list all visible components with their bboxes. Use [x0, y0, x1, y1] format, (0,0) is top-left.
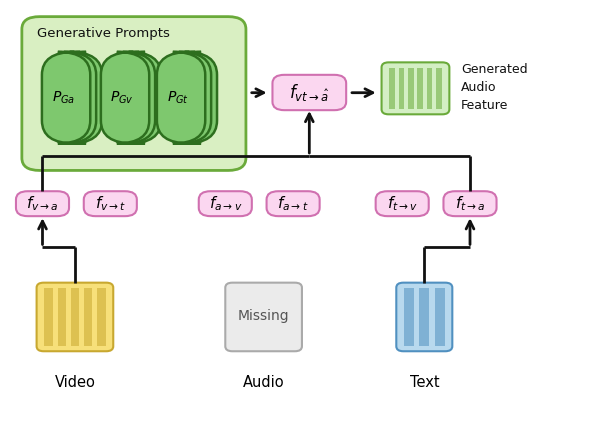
- FancyBboxPatch shape: [273, 75, 346, 110]
- FancyBboxPatch shape: [84, 191, 137, 216]
- FancyBboxPatch shape: [112, 52, 161, 143]
- Text: $P_{Gt}$: $P_{Gt}$: [167, 89, 189, 106]
- Bar: [417, 68, 423, 109]
- FancyBboxPatch shape: [107, 52, 155, 143]
- FancyBboxPatch shape: [22, 17, 246, 170]
- FancyBboxPatch shape: [54, 52, 102, 143]
- FancyBboxPatch shape: [163, 52, 211, 143]
- FancyBboxPatch shape: [225, 283, 302, 351]
- Bar: [426, 68, 432, 109]
- FancyBboxPatch shape: [396, 283, 452, 351]
- Bar: [44, 288, 53, 346]
- FancyBboxPatch shape: [376, 191, 429, 216]
- Bar: [419, 288, 429, 346]
- FancyBboxPatch shape: [199, 191, 252, 216]
- Bar: [57, 288, 66, 346]
- Text: $f_{vt\rightarrow\hat{a}}$: $f_{vt\rightarrow\hat{a}}$: [289, 82, 329, 103]
- FancyBboxPatch shape: [36, 283, 113, 351]
- Bar: [84, 288, 92, 346]
- Bar: [71, 288, 79, 346]
- Bar: [97, 288, 106, 346]
- Text: Video: Video: [54, 375, 95, 390]
- FancyBboxPatch shape: [101, 52, 150, 143]
- FancyBboxPatch shape: [267, 191, 320, 216]
- FancyBboxPatch shape: [157, 52, 205, 143]
- FancyBboxPatch shape: [48, 52, 96, 143]
- Text: Missing: Missing: [238, 309, 289, 323]
- Bar: [408, 68, 414, 109]
- Bar: [436, 68, 442, 109]
- Text: $f_{v\rightarrow a}$: $f_{v\rightarrow a}$: [26, 194, 59, 213]
- FancyBboxPatch shape: [169, 52, 217, 143]
- FancyBboxPatch shape: [16, 191, 69, 216]
- Text: $f_{a\rightarrow v}$: $f_{a\rightarrow v}$: [209, 194, 242, 213]
- FancyBboxPatch shape: [382, 62, 449, 114]
- Text: Generated
Audio
Feature: Generated Audio Feature: [461, 63, 528, 112]
- Text: $f_{v\rightarrow t}$: $f_{v\rightarrow t}$: [94, 194, 126, 213]
- Text: Generative Prompts: Generative Prompts: [36, 27, 169, 40]
- Text: $f_{a\rightarrow t}$: $f_{a\rightarrow t}$: [277, 194, 309, 213]
- Text: $P_{Ga}$: $P_{Ga}$: [51, 89, 75, 106]
- Text: $P_{Gv}$: $P_{Gv}$: [110, 89, 134, 106]
- Bar: [398, 68, 404, 109]
- FancyBboxPatch shape: [42, 52, 90, 143]
- Text: $f_{t\rightarrow v}$: $f_{t\rightarrow v}$: [387, 194, 418, 213]
- Bar: [404, 288, 414, 346]
- Bar: [435, 288, 445, 346]
- Text: $f_{t\rightarrow a}$: $f_{t\rightarrow a}$: [454, 194, 485, 213]
- Bar: [389, 68, 395, 109]
- Text: Audio: Audio: [243, 375, 285, 390]
- FancyBboxPatch shape: [444, 191, 496, 216]
- Text: Text: Text: [410, 375, 440, 390]
